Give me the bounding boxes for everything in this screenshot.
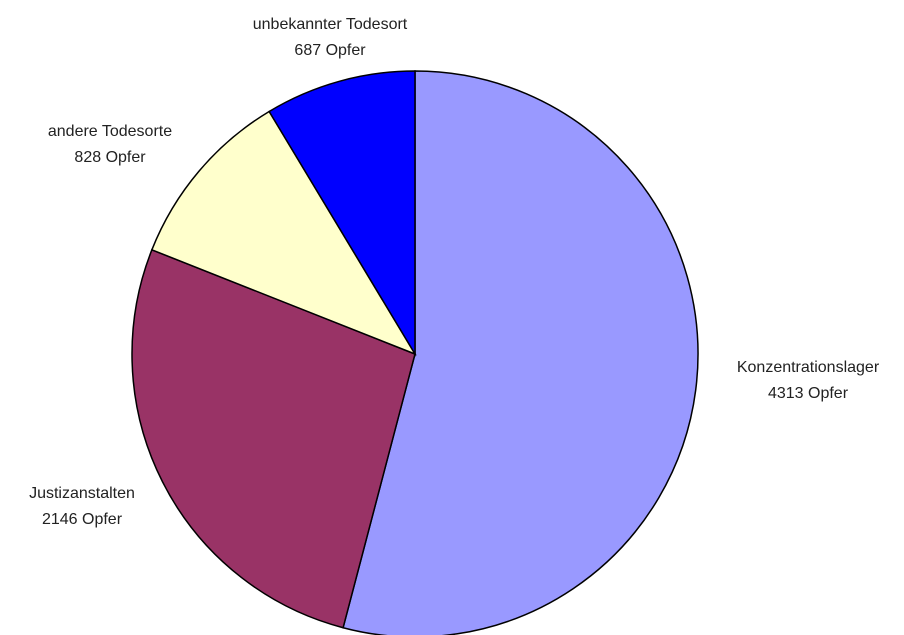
pie-slice xyxy=(150,110,417,356)
slice-label: Konzentrationslager xyxy=(737,359,880,376)
slice-value-label: 687 Opfer xyxy=(294,42,366,59)
pie-slice xyxy=(342,70,699,635)
slice-label: andere Todesorte xyxy=(48,123,172,140)
slice-label: unbekannter Todesort xyxy=(253,16,408,33)
pie-slice xyxy=(131,248,416,629)
slice-value-label: 4313 Opfer xyxy=(768,385,849,402)
slice-value-label: 828 Opfer xyxy=(74,149,146,166)
slice-value-label: 2146 Opfer xyxy=(42,511,123,528)
pie-slice xyxy=(268,70,416,357)
slice-label: Justizanstalten xyxy=(29,485,135,502)
